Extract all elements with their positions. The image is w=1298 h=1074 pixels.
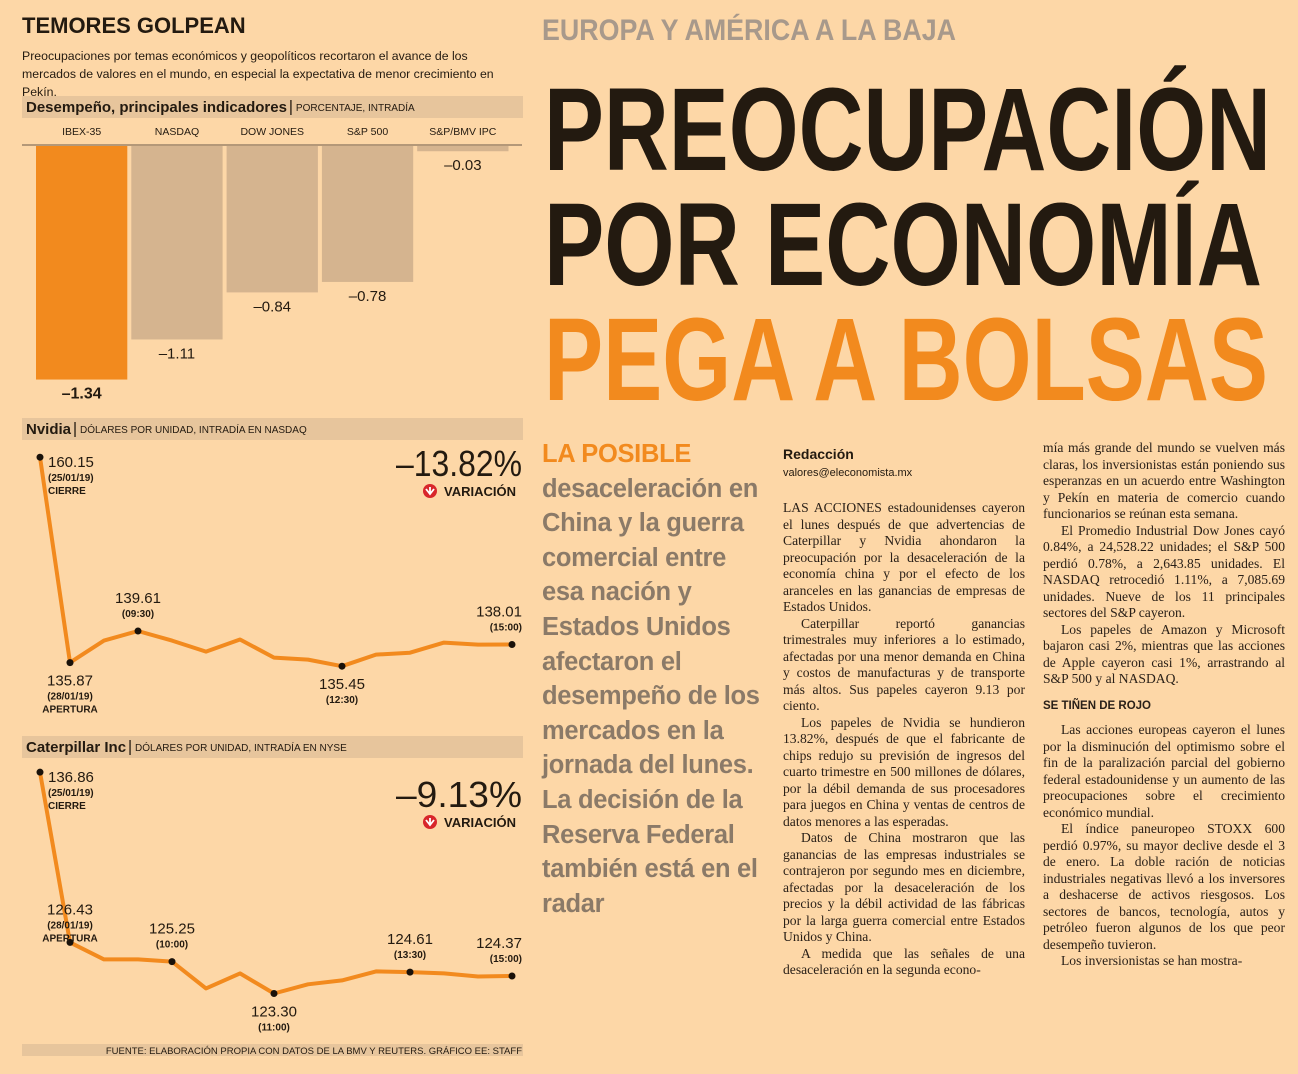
paragraph: Los inversionistas se han mostra- — [1061, 953, 1243, 968]
paragraph: mía más grande del mundo se vuelven más … — [1043, 440, 1285, 521]
paragraph: LAS ACCIONES estadounidenses cayeron el … — [783, 500, 1025, 614]
point-time: (10:00) — [156, 940, 188, 951]
point — [134, 627, 142, 635]
point-note: CIERRE — [48, 801, 86, 812]
paragraph: Datos de China mostraron que las gananci… — [783, 830, 1025, 944]
point-time: (13:30) — [394, 950, 426, 961]
value-label: 135.87 — [47, 673, 93, 690]
x-tick-label: S&P/BMV IPC — [429, 126, 497, 138]
point-date: (28/01/19) — [47, 692, 93, 703]
point — [508, 972, 516, 980]
subhead: SE TIÑEN DE ROJO — [1043, 699, 1151, 712]
value-label: 139.61 — [115, 590, 161, 607]
value-label: –1.11 — [159, 345, 195, 362]
paragraph: Los papeles de Amazon y Microsoft bajaro… — [1043, 621, 1285, 687]
change-label: VARIACIÓN — [444, 815, 516, 830]
point-date: (25/01/19) — [48, 788, 94, 799]
footer-band — [22, 1044, 523, 1056]
chart-title: Caterpillar Inc — [26, 739, 126, 756]
chart-title: Nvidia — [26, 421, 72, 438]
article-column: LAS ACCIONES estadounidenses cayeron el … — [783, 500, 1025, 1064]
bar — [321, 146, 414, 282]
point — [66, 938, 74, 946]
headline-line: PEGA A BOLSAS — [544, 294, 1268, 420]
price-line — [38, 456, 513, 669]
value-label: 124.61 — [387, 931, 433, 948]
change: –9.13% — [396, 774, 522, 815]
value-label: –0.84 — [253, 298, 291, 315]
change-label: VARIACIÓN — [444, 484, 516, 499]
source: FUENTE: ELABORACIÓN PROPIA CON DATOS DE … — [106, 1046, 522, 1057]
infographic-intro: Preocupaciones por temas económicos y ge… — [22, 49, 494, 99]
x-tick-label: NASDAQ — [155, 126, 199, 138]
x-tick-label: IBEX-35 — [62, 126, 101, 138]
point — [508, 641, 516, 649]
value-label: 138.01 — [476, 604, 522, 621]
paragraph: El Promedio Industrial Dow Jones cayó 0.… — [1043, 522, 1285, 621]
paragraph: Caterpillar reportó ganancias trimestral… — [783, 615, 1025, 714]
down-arrow — [425, 487, 435, 496]
kicker: EUROPA Y AMÉRICA A LA BAJA — [542, 13, 956, 47]
change: –13.82% — [396, 443, 522, 484]
chart-title: Desempeño, principales indicadores — [26, 99, 287, 116]
deck: LA POSIBLE desaceleración en China y la g… — [542, 437, 768, 921]
x-tick-label: S&P 500 — [347, 126, 388, 138]
deck-lead: LA POSIBLE — [542, 440, 692, 468]
value-label: 136.86 — [48, 769, 94, 786]
paragraph: A medida que las señales de una desacele… — [783, 945, 1025, 978]
point-time: (15:00) — [490, 623, 522, 634]
value-label: –0.03 — [444, 157, 482, 174]
down-arrow — [425, 818, 435, 827]
email: valores@eleconomista.mx — [783, 467, 913, 479]
bar — [417, 146, 509, 152]
header-band — [22, 736, 523, 758]
point — [270, 989, 278, 997]
value-label: –0.78 — [349, 288, 387, 305]
byline: Redacción — [783, 446, 854, 462]
paragraph: El índice paneuropeo STOXX 600 perdió 0.… — [1043, 821, 1285, 952]
point — [168, 958, 176, 966]
point-note: CIERRE — [48, 486, 86, 497]
point — [66, 659, 74, 667]
infographic: TEMORES GOLPEAN Desempeño, principales i… — [22, 13, 523, 1057]
bar — [226, 146, 318, 293]
deck-text: desaceleración en China y la guerra come… — [542, 474, 760, 918]
point-time: (11:00) — [258, 1022, 290, 1033]
headline: EUROPA Y AMÉRICA A LA BAJA PREOCUPACIÓN … — [542, 13, 1271, 420]
headline-line: POR ECONOMÍA — [544, 179, 1262, 311]
point-note: APERTURA — [42, 705, 98, 716]
point-note: APERTURA — [42, 933, 98, 944]
value-label: 160.15 — [48, 454, 94, 471]
headline-line: PREOCUPACIÓN — [544, 64, 1271, 196]
point — [406, 968, 414, 976]
header-band — [22, 96, 523, 118]
value-label: –1.34 — [62, 386, 102, 403]
chart-unit: PORCENTAJE, INTRADÍA — [296, 101, 415, 114]
infographic-title: TEMORES GOLPEAN — [22, 13, 246, 38]
value-label: 125.25 — [149, 921, 195, 938]
point-time: (15:00) — [490, 954, 522, 965]
chart-unit: DÓLARES POR UNIDAD, INTRADÍA EN NYSE — [135, 741, 347, 754]
paragraph: Las acciones europeas cayeron el lunes p… — [1043, 722, 1285, 820]
bar — [131, 146, 223, 340]
point — [36, 453, 44, 461]
bar — [36, 146, 128, 380]
paragraph: Los papeles de Nvidia se hundieron 13.82… — [783, 714, 1025, 829]
point-time: (12:30) — [326, 695, 358, 706]
point-time: (09:30) — [122, 609, 154, 620]
point — [338, 662, 346, 670]
value-label: 124.37 — [476, 935, 522, 952]
point-date: (28/01/19) — [47, 920, 93, 931]
article-column: mía más grande del mundo se vuelven más … — [1043, 440, 1285, 1064]
value-label: 135.45 — [319, 676, 365, 693]
value-label: 123.30 — [251, 1003, 297, 1020]
x-tick-label: DOW JONES — [240, 126, 304, 138]
value-label: 126.43 — [47, 901, 93, 918]
header-band — [22, 418, 523, 440]
point — [36, 768, 44, 776]
point-date: (25/01/19) — [48, 473, 94, 484]
chart-unit: DÓLARES POR UNIDAD, INTRADÍA EN NASDAQ — [80, 423, 307, 436]
